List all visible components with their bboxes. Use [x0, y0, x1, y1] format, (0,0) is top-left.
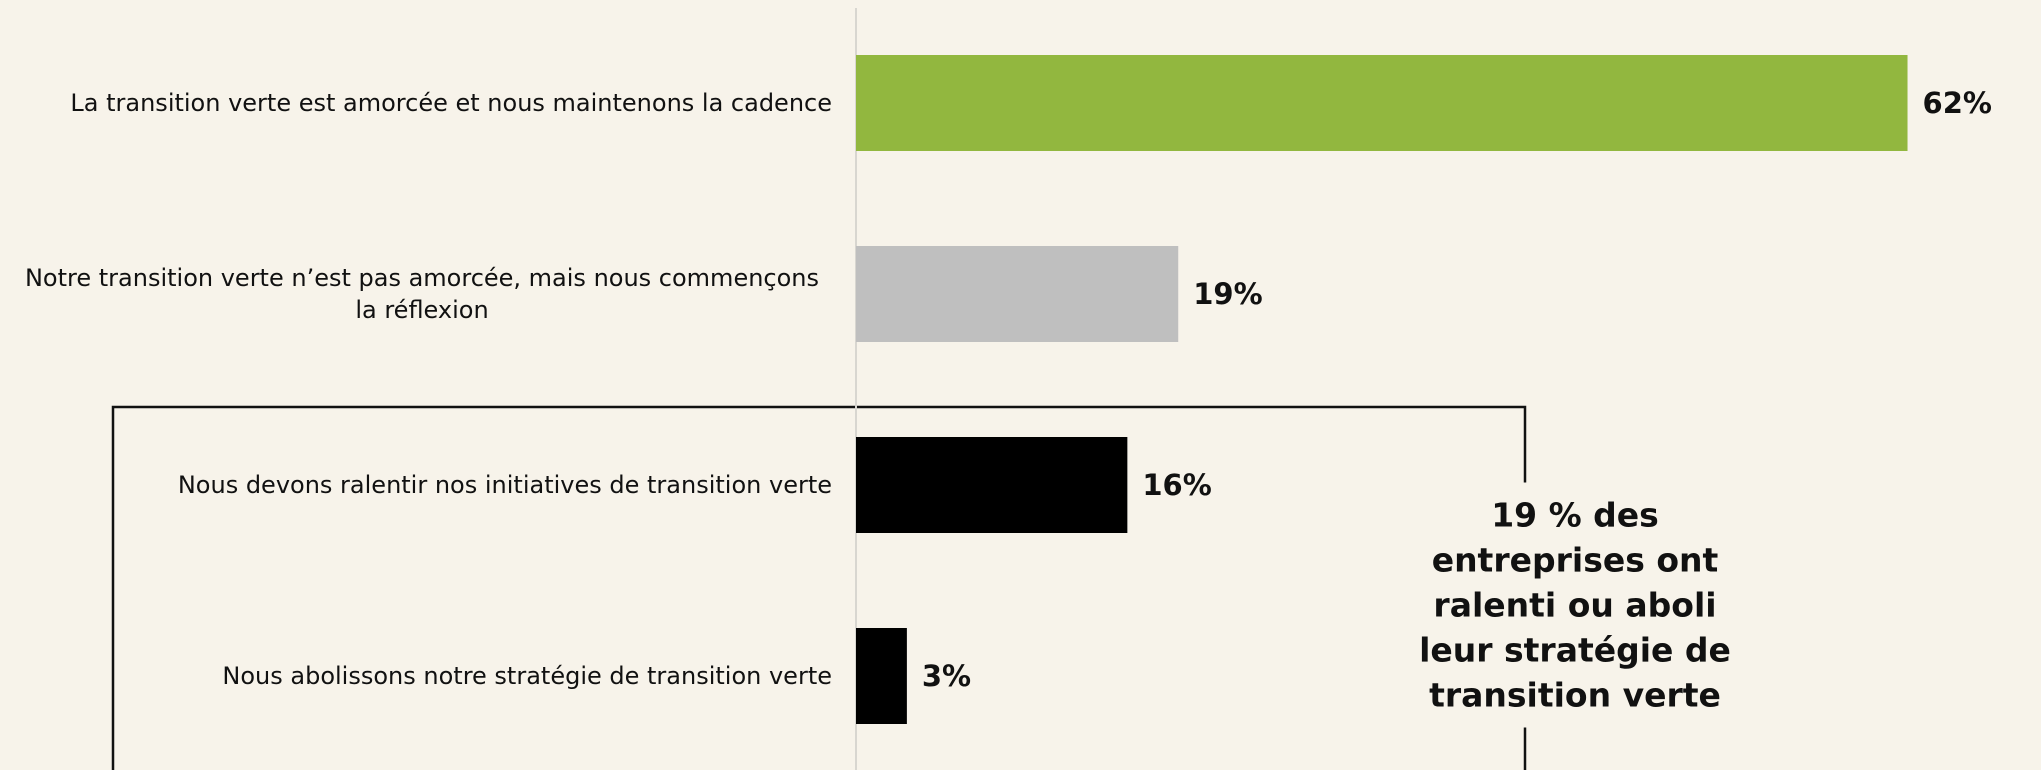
value-label: 3% [922, 659, 971, 693]
annotation: 19 % des entreprises ont ralenti ou abol… [1381, 482, 1769, 728]
bar [856, 437, 1128, 533]
category-label: Notre transition verte n’est pas amorcée… [24, 264, 820, 324]
bar [856, 246, 1179, 342]
bar [856, 55, 1908, 151]
category-label: Nous abolissons notre stratégie de trans… [222, 662, 832, 690]
value-label: 19% [1193, 277, 1262, 311]
annotation-box [111, 405, 1527, 770]
category-label: La transition verte est amorcée et nous … [70, 89, 832, 117]
bar [856, 628, 907, 724]
value-label: 62% [1923, 86, 1992, 120]
value-label: 16% [1142, 468, 1211, 502]
category-label: Nous devons ralentir nos initiatives de … [177, 471, 832, 499]
